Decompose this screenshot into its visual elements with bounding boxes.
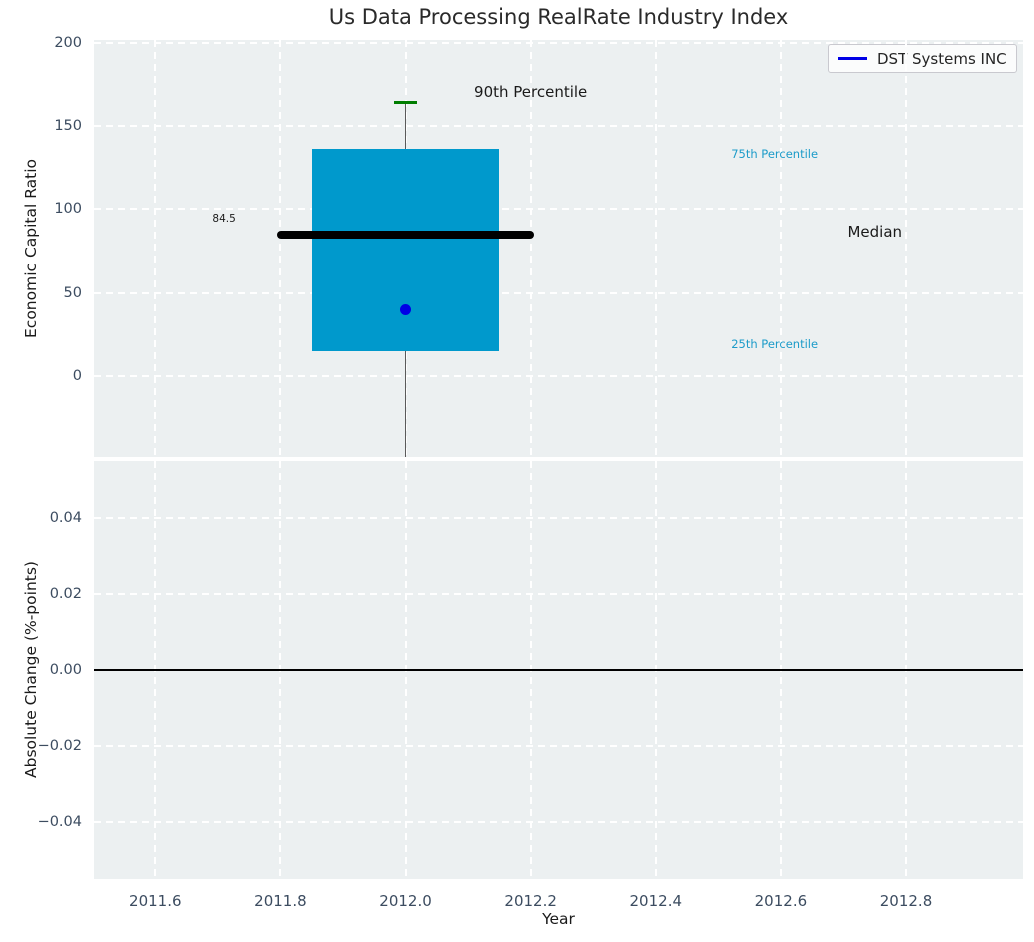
legend-label: DST Systems INC xyxy=(877,49,1007,68)
x-tick-label: 2012.0 xyxy=(379,892,432,910)
y-tick-label: 0.00 xyxy=(49,661,82,678)
annotation-median: Median xyxy=(847,222,903,241)
gridline-vertical xyxy=(905,40,907,457)
iqr-box xyxy=(311,149,500,351)
y-tick-label: 0.02 xyxy=(49,585,82,602)
gridline-horizontal xyxy=(94,375,1023,377)
y-tick-label: 0.04 xyxy=(49,509,82,526)
legend: DST Systems INC xyxy=(828,44,1017,73)
y-tick-label: 0 xyxy=(72,368,82,384)
company-point xyxy=(400,303,412,315)
annotation-25th-percentile: 25th Percentile xyxy=(731,336,819,351)
y-tick-label: 50 xyxy=(63,284,82,301)
y-tick-label: 200 xyxy=(54,34,82,51)
y-tick-label: −0.02 xyxy=(37,737,82,754)
y-tick-label: 100 xyxy=(54,201,82,218)
y-tick-label: −0.04 xyxy=(37,813,82,830)
y-tick-label: 150 xyxy=(54,118,82,134)
gridline-horizontal xyxy=(94,820,1023,823)
annotation-84-5: 84.5 xyxy=(212,212,236,225)
x-tick-label: 2012.8 xyxy=(879,892,933,910)
x-tick-label: 2012.4 xyxy=(629,892,683,910)
annotation-75th-percentile: 75th Percentile xyxy=(731,147,819,162)
gridline-horizontal xyxy=(94,41,1023,44)
chart-title: Us Data Processing RealRate Industry Ind… xyxy=(328,5,789,29)
annotation-90th-percentile: 90th Percentile xyxy=(474,82,588,101)
legend-line-icon xyxy=(838,56,867,61)
gridline-vertical xyxy=(654,40,657,457)
gridline-vertical xyxy=(529,40,532,457)
x-tick-label: 2011.6 xyxy=(129,892,182,910)
x-axis-label: Year xyxy=(542,910,575,928)
gridline-horizontal xyxy=(94,125,1023,127)
gridline-horizontal xyxy=(94,516,1023,519)
gridline-horizontal xyxy=(94,592,1023,595)
gridline-vertical xyxy=(154,40,157,457)
x-tick-label: 2011.8 xyxy=(254,892,307,910)
x-tick-label: 2012.6 xyxy=(754,892,808,910)
gridline-vertical xyxy=(779,40,782,457)
gridline-horizontal xyxy=(94,208,1023,211)
gridline-horizontal xyxy=(94,291,1023,294)
median-line xyxy=(277,231,534,240)
y-axis-label-top: Economic Capital Ratio xyxy=(22,158,40,339)
zero-reference-line xyxy=(94,668,1023,671)
whisker-cap-90th xyxy=(394,101,417,105)
gridline-vertical xyxy=(279,40,282,457)
gridline-horizontal xyxy=(94,744,1023,747)
x-tick-label: 2012.2 xyxy=(504,892,557,910)
economic-capital-ratio-plot xyxy=(94,40,1023,457)
